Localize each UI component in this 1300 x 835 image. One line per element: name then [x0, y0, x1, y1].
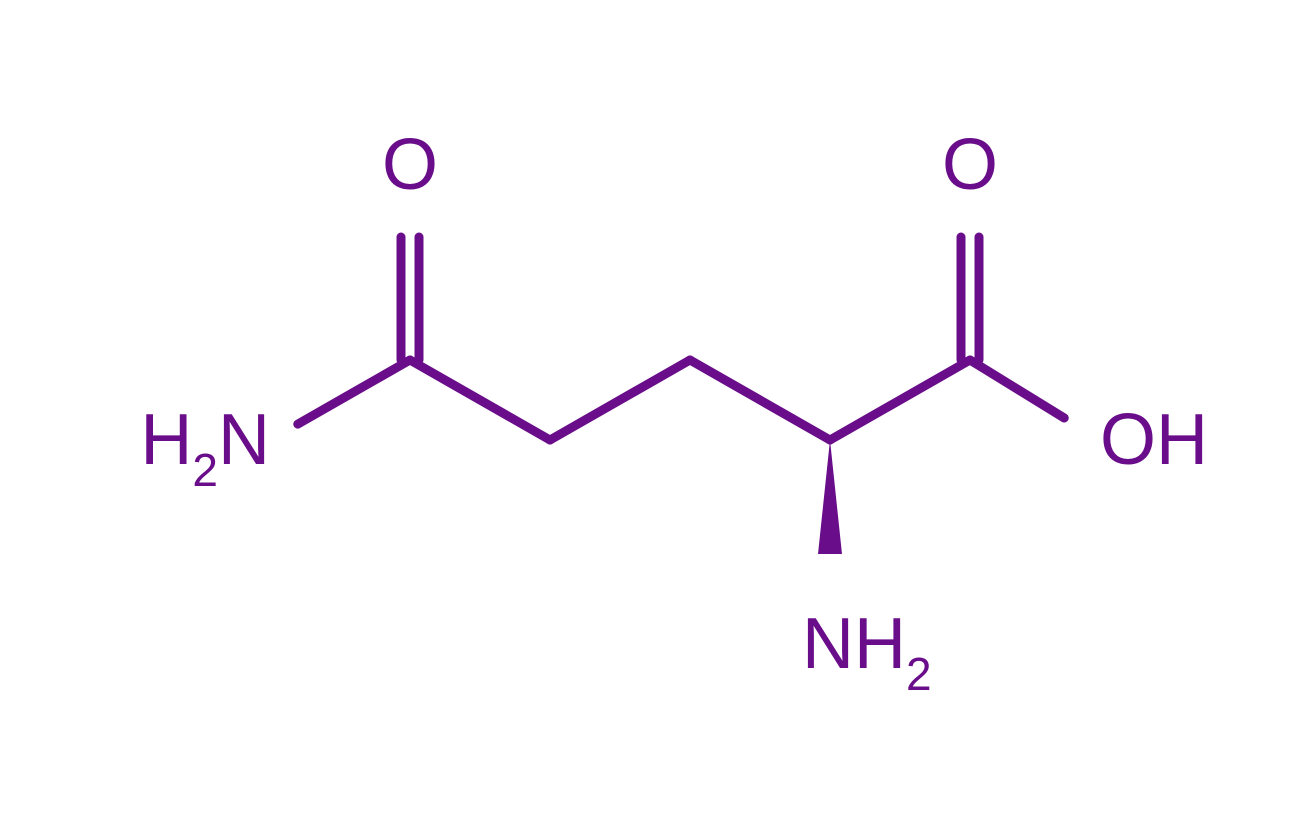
bond-single: [298, 360, 410, 424]
bond-wedge: [818, 440, 842, 554]
atom-label-N2: NH2: [802, 604, 932, 700]
atom-label-O2: O: [942, 125, 998, 205]
bonds-layer: [298, 237, 1064, 554]
molecule-diagram: H2N O NH2 O OH: [0, 0, 1300, 835]
bond-single: [550, 360, 690, 440]
bond-single: [690, 360, 830, 440]
atom-label-O1: O: [382, 125, 438, 205]
atom-label-N1: H2N: [140, 400, 270, 496]
atom-label-O3: OH: [1100, 400, 1208, 480]
bond-single: [970, 360, 1064, 418]
bond-single: [410, 360, 550, 440]
bond-single: [830, 360, 970, 440]
